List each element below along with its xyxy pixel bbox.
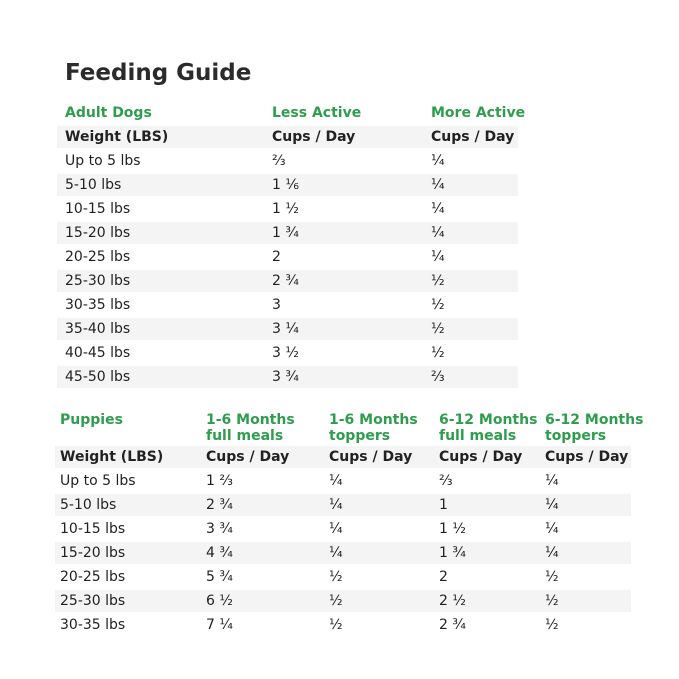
column-header: Puppies (60, 412, 123, 428)
cell: 7 ¼ (206, 617, 233, 633)
cell: ¼ (431, 177, 445, 193)
cell: 2 (439, 569, 448, 585)
row-background (57, 366, 518, 388)
column-header: 1-6 Months (206, 412, 295, 428)
cell: 2 ¾ (439, 617, 466, 633)
cell: 4 ¾ (206, 545, 233, 561)
row-background (55, 446, 631, 468)
row-background (55, 494, 631, 516)
row-background (57, 270, 518, 292)
cell: ⅔ (439, 473, 453, 489)
cell: Up to 5 lbs (60, 473, 136, 489)
cell: ½ (545, 617, 559, 633)
cell: ¼ (545, 521, 559, 537)
cell: Up to 5 lbs (65, 153, 141, 169)
cell: 3 ¾ (206, 521, 233, 537)
row-background (57, 174, 518, 196)
column-header: full meals (439, 428, 517, 444)
subheader: Cups / Day (329, 449, 413, 465)
cell: ½ (431, 321, 445, 337)
cell: 2 ¾ (272, 273, 299, 289)
cell: 25-30 lbs (65, 273, 131, 289)
cell: ¼ (545, 545, 559, 561)
cell: 1 ¾ (272, 225, 299, 241)
column-header: 6-12 Months (439, 412, 538, 428)
cell: ¼ (329, 473, 343, 489)
cell: ½ (329, 617, 343, 633)
cell: 5-10 lbs (60, 497, 117, 513)
cell: 25-30 lbs (60, 593, 126, 609)
column-header: toppers (545, 428, 607, 444)
subheader: Weight (LBS) (65, 129, 169, 145)
subheader: Cups / Day (272, 129, 356, 145)
cell: ¼ (329, 521, 343, 537)
cell: ¼ (329, 497, 343, 513)
cell: 1 ⅙ (272, 177, 299, 193)
column-header: 6-12 Months (545, 412, 644, 428)
row-background (57, 318, 518, 340)
column-header: More Active (431, 105, 526, 121)
subheader: Weight (LBS) (60, 449, 164, 465)
cell: ⅔ (272, 153, 286, 169)
cell: 2 (272, 249, 281, 265)
cell: ¼ (545, 497, 559, 513)
cell: 1 ⅔ (206, 473, 233, 489)
row-background (55, 590, 631, 612)
cell: 30-35 lbs (65, 297, 131, 313)
row-background (57, 222, 518, 244)
cell: 30-35 lbs (60, 617, 126, 633)
cell: ¼ (431, 249, 445, 265)
cell: ⅔ (431, 369, 445, 385)
column-header: Adult Dogs (65, 105, 152, 121)
cell: ¼ (431, 153, 445, 169)
cell: 1 ½ (272, 201, 299, 217)
subheader: Cups / Day (431, 129, 515, 145)
cell: ¼ (329, 545, 343, 561)
row-background (55, 542, 631, 564)
cell: 3 ¾ (272, 369, 299, 385)
subheader: Cups / Day (545, 449, 629, 465)
cell: 1 (439, 497, 448, 513)
cell: ½ (431, 297, 445, 313)
cell: ½ (545, 569, 559, 585)
subheader: Cups / Day (439, 449, 523, 465)
cell: 10-15 lbs (60, 521, 126, 537)
column-header: toppers (329, 428, 391, 444)
cell: 15-20 lbs (65, 225, 131, 241)
cell: 6 ½ (206, 593, 233, 609)
cell: ¼ (545, 473, 559, 489)
cell: 2 ½ (439, 593, 466, 609)
cell: 1 ¾ (439, 545, 466, 561)
cell: 10-15 lbs (65, 201, 131, 217)
cell: ¼ (431, 201, 445, 217)
column-header: 1-6 Months (329, 412, 418, 428)
cell: 20-25 lbs (60, 569, 126, 585)
cell: 5-10 lbs (65, 177, 122, 193)
cell: 15-20 lbs (60, 545, 126, 561)
title: Feeding Guide (65, 60, 252, 86)
cell: 2 ¾ (206, 497, 233, 513)
cell: ½ (329, 593, 343, 609)
cell: 1 ½ (439, 521, 466, 537)
cell: 40-45 lbs (65, 345, 131, 361)
cell: 3 (272, 297, 281, 313)
cell: ½ (545, 593, 559, 609)
column-header: Less Active (272, 105, 362, 121)
subheader: Cups / Day (206, 449, 290, 465)
cell: ½ (431, 345, 445, 361)
cell: 5 ¾ (206, 569, 233, 585)
cell: 35-40 lbs (65, 321, 131, 337)
cell: 20-25 lbs (65, 249, 131, 265)
cell: 3 ¼ (272, 321, 299, 337)
cell: 3 ½ (272, 345, 299, 361)
cell: ½ (329, 569, 343, 585)
cell: ¼ (431, 225, 445, 241)
row-background (57, 126, 518, 148)
cell: 45-50 lbs (65, 369, 131, 385)
cell: ½ (431, 273, 445, 289)
column-header: full meals (206, 428, 284, 444)
